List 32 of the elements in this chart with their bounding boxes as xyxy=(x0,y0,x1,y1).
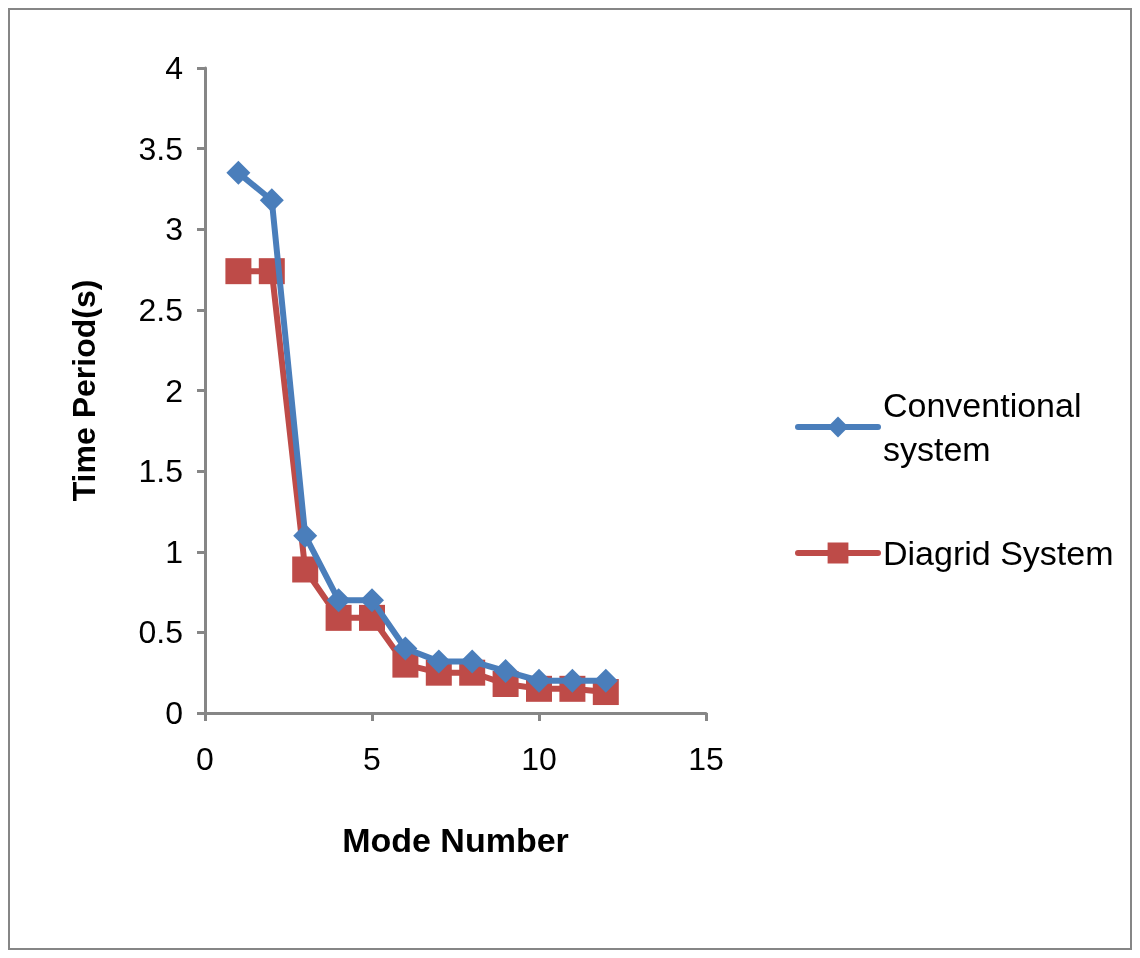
y-axis-title: Time Period(s) xyxy=(66,279,102,502)
x-tick-label: 10 xyxy=(521,741,557,777)
x-tick-label: 15 xyxy=(688,741,724,777)
point xyxy=(292,556,319,583)
point xyxy=(259,188,284,213)
y-tick-label: 1.5 xyxy=(138,453,183,490)
point xyxy=(293,523,318,548)
y-tick-label: 0.5 xyxy=(138,614,183,651)
point xyxy=(226,160,251,185)
point xyxy=(593,668,618,693)
legend-label: Diagrid System xyxy=(883,534,1114,572)
point xyxy=(360,588,384,613)
point xyxy=(493,659,518,684)
point xyxy=(560,668,585,693)
point xyxy=(527,668,551,693)
y-tick-label: 2 xyxy=(165,372,183,409)
point xyxy=(325,604,352,631)
legend-label: Conventional system xyxy=(883,386,1091,468)
point xyxy=(225,258,252,285)
y-tick-label: 4 xyxy=(165,50,183,86)
y-tick-label: 1 xyxy=(165,533,183,570)
point xyxy=(393,636,418,661)
point xyxy=(460,649,485,674)
point xyxy=(426,649,451,674)
y-tick-label: 3 xyxy=(165,211,183,248)
point xyxy=(326,588,351,613)
y-tick-label: 3.5 xyxy=(138,130,183,167)
y-tick-label: 0 xyxy=(165,695,183,731)
x-tick-label: 5 xyxy=(363,741,381,777)
x-axis-title: Mode Number xyxy=(342,821,569,859)
y-tick-label: 2.5 xyxy=(138,291,183,328)
x-tick-label: 0 xyxy=(196,741,214,777)
